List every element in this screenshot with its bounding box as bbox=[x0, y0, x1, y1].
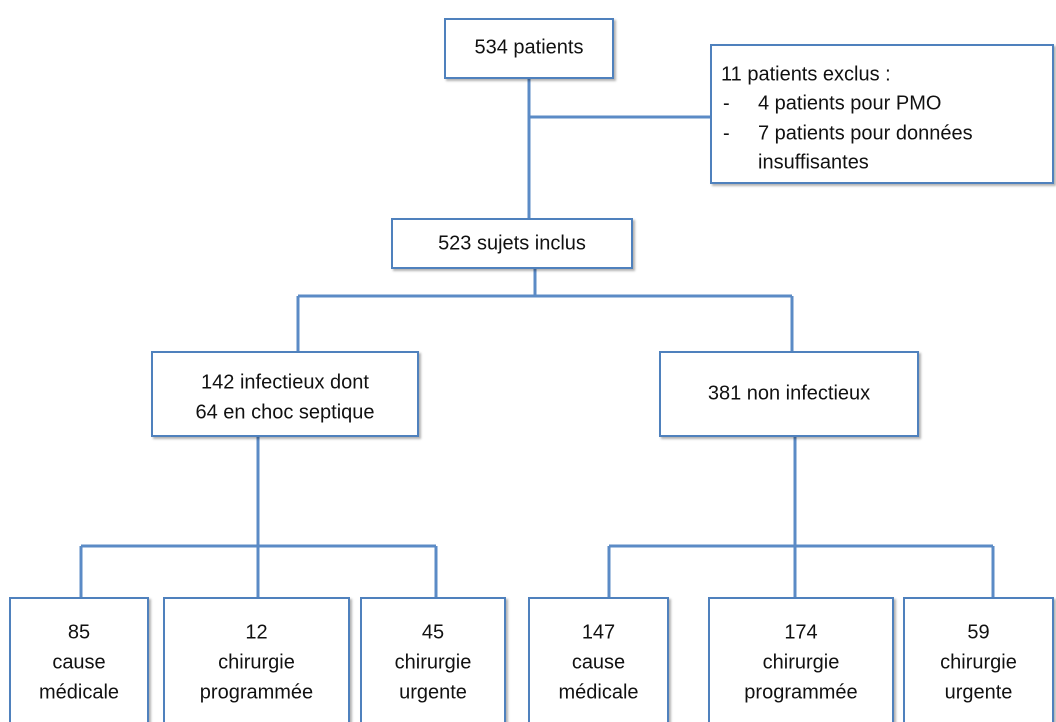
node-label: cause bbox=[52, 651, 105, 673]
node-box bbox=[163, 597, 350, 722]
node-box bbox=[903, 597, 1054, 722]
node-box bbox=[9, 597, 149, 722]
node-box bbox=[151, 351, 419, 437]
node-label: médicale bbox=[39, 681, 119, 703]
node-label: 142 infectieux dont bbox=[201, 371, 369, 393]
exclusion-item: 7 patients pour données bbox=[758, 122, 973, 144]
exclusion-item: insuffisantes bbox=[758, 151, 869, 173]
node-box bbox=[360, 597, 506, 722]
node-label: 64 en choc septique bbox=[195, 401, 374, 423]
connectors bbox=[79, 78, 995, 598]
node-label: médicale bbox=[558, 681, 638, 703]
node-label: 381 non infectieux bbox=[708, 382, 870, 404]
node-label: 534 patients bbox=[475, 36, 584, 58]
connector bbox=[607, 436, 995, 598]
node-label: chirurgie bbox=[218, 651, 295, 673]
node-label: programmée bbox=[744, 681, 857, 703]
bullet: - bbox=[723, 122, 730, 144]
node-label: urgente bbox=[399, 681, 467, 703]
exclusion-box bbox=[710, 44, 1054, 184]
node-label: chirurgie bbox=[940, 651, 1017, 673]
node-box bbox=[659, 351, 919, 437]
node-label: 174 bbox=[784, 621, 817, 643]
node-label: 12 bbox=[245, 621, 267, 643]
exclusion-title: 11 patients exclus : bbox=[721, 63, 891, 85]
node-label: urgente bbox=[945, 681, 1013, 703]
connector bbox=[79, 436, 438, 598]
node-label: 523 sujets inclus bbox=[438, 232, 586, 254]
node-box bbox=[528, 597, 669, 722]
node-label: 85 bbox=[68, 621, 90, 643]
node-box bbox=[444, 18, 614, 79]
node-label: programmée bbox=[200, 681, 313, 703]
node-box bbox=[391, 218, 633, 269]
exclusion-item: 4 patients pour PMO bbox=[758, 92, 941, 114]
node-label: 59 bbox=[967, 621, 989, 643]
node-label: 147 bbox=[582, 621, 615, 643]
bullet: - bbox=[723, 92, 730, 114]
node-label: chirurgie bbox=[763, 651, 840, 673]
node-box bbox=[708, 597, 894, 722]
node-label: cause bbox=[572, 651, 625, 673]
connector bbox=[527, 78, 711, 219]
connector bbox=[296, 268, 794, 352]
node-label: 45 bbox=[422, 621, 444, 643]
node-label: chirurgie bbox=[395, 651, 472, 673]
